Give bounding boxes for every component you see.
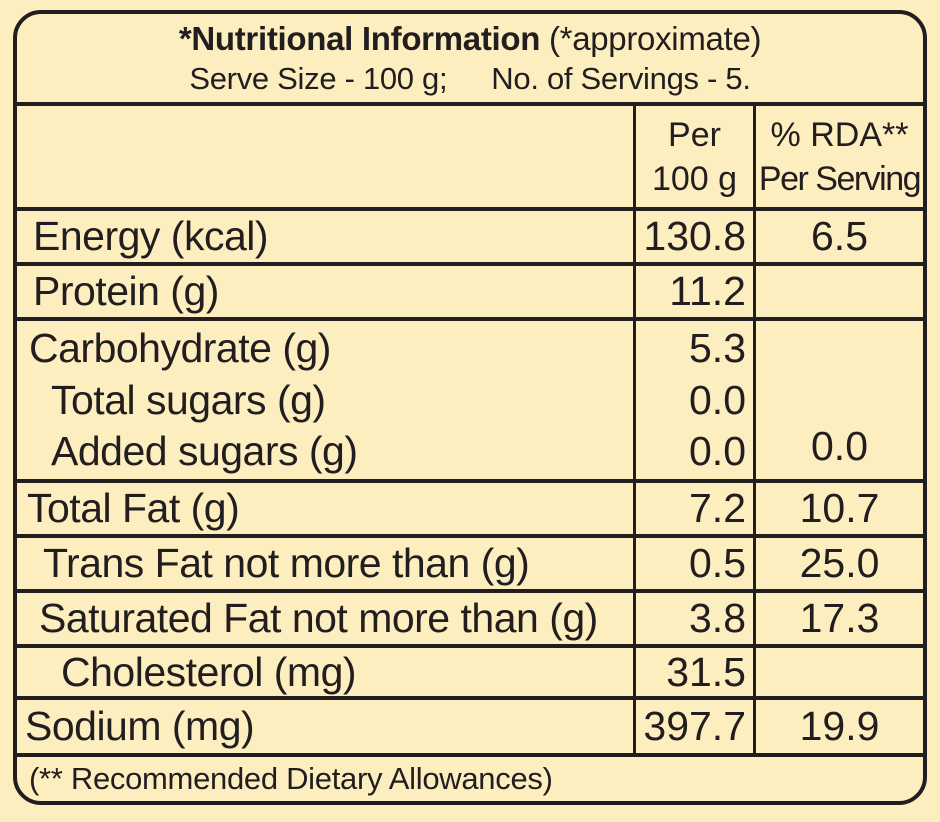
row-per-100g-value: 130.8 (633, 211, 753, 262)
serve-size-text: Serve Size - 100 g; (189, 60, 448, 96)
row-per-100g-value: 0.5 (633, 538, 753, 589)
row-rda-value: 0.0 (753, 321, 923, 479)
row-label: Total Fat (g) (27, 485, 240, 531)
column-header-row: Per 100 g % RDA** Per Serving (17, 102, 923, 207)
row-per-100g-value: 0.0 (689, 376, 746, 423)
title-approximate-text: (*approximate) (540, 19, 762, 57)
nutrient-column-header (17, 106, 633, 207)
table-row-protein: Protein (g) 11.2 (17, 262, 923, 317)
row-rda-value: 17.3 (753, 593, 923, 644)
row-rda-value: 25.0 (753, 538, 923, 589)
row-label: Trans Fat not more than (g) (43, 540, 530, 586)
rda-header-line1: % RDA** (770, 115, 909, 154)
row-rda-value: 19.9 (753, 700, 923, 753)
carbohydrate-values: 5.3 0.0 0.0 (633, 321, 753, 479)
row-label: Cholesterol (mg) (61, 648, 357, 695)
title-bold-text: *Nutritional Information (178, 19, 541, 57)
row-rda-value (753, 648, 923, 696)
row-label: Saturated Fat not more than (g) (39, 595, 598, 641)
table-row-total-fat: Total Fat (g) 7.2 10.7 (17, 479, 923, 534)
row-label: Added sugars (g) (51, 428, 358, 474)
row-per-100g-value: 5.3 (689, 325, 746, 371)
nutrition-information-panel: *Nutritional Information (*approximate) … (13, 10, 927, 805)
row-label: Sodium (mg) (25, 703, 255, 749)
serving-info-line: Serve Size - 100 g; No. of Servings - 5. (189, 60, 751, 97)
row-per-100g-value: 7.2 (633, 483, 753, 534)
row-label: Protein (g) (33, 268, 219, 314)
row-per-100g-value: 3.8 (633, 593, 753, 644)
panel-title-block: *Nutritional Information (*approximate) … (17, 14, 923, 102)
row-per-100g-value: 0.0 (689, 428, 746, 474)
row-label: Total sugars (g) (51, 376, 326, 423)
table-row-sodium: Sodium (mg) 397.7 19.9 (17, 696, 923, 753)
row-rda-value: 10.7 (753, 483, 923, 534)
row-per-100g-value: 11.2 (633, 266, 753, 317)
servings-count-text: No. of Servings - 5. (491, 60, 751, 96)
panel-title: *Nutritional Information (*approximate) (178, 19, 762, 58)
row-rda-value: 6.5 (753, 211, 923, 262)
per-100g-header-line2: 100 g (651, 159, 738, 198)
per-100g-column-header: Per 100 g (633, 106, 753, 207)
table-row-cholesterol: Cholesterol (mg) 31.5 (17, 644, 923, 696)
row-label: Carbohydrate (g) (29, 325, 331, 371)
rda-footnote: (** Recommended Dietary Allowances) (17, 753, 923, 801)
row-per-100g-value: 397.7 (633, 700, 753, 753)
table-row-trans-fat: Trans Fat not more than (g) 0.5 25.0 (17, 534, 923, 589)
row-rda-value (753, 266, 923, 317)
rda-column-header: % RDA** Per Serving (753, 106, 923, 207)
row-label: Energy (kcal) (33, 213, 269, 259)
per-100g-header-line1: Per (668, 115, 721, 154)
rda-header-line2: Per Serving (758, 159, 922, 198)
row-per-100g-value: 31.5 (633, 648, 753, 696)
table-row-energy: Energy (kcal) 130.8 6.5 (17, 207, 923, 262)
table-row-carbohydrate-group: Carbohydrate (g) Total sugars (g) Added … (17, 317, 923, 479)
table-row-saturated-fat: Saturated Fat not more than (g) 3.8 17.3 (17, 589, 923, 644)
carbohydrate-labels: Carbohydrate (g) Total sugars (g) Added … (17, 321, 633, 479)
